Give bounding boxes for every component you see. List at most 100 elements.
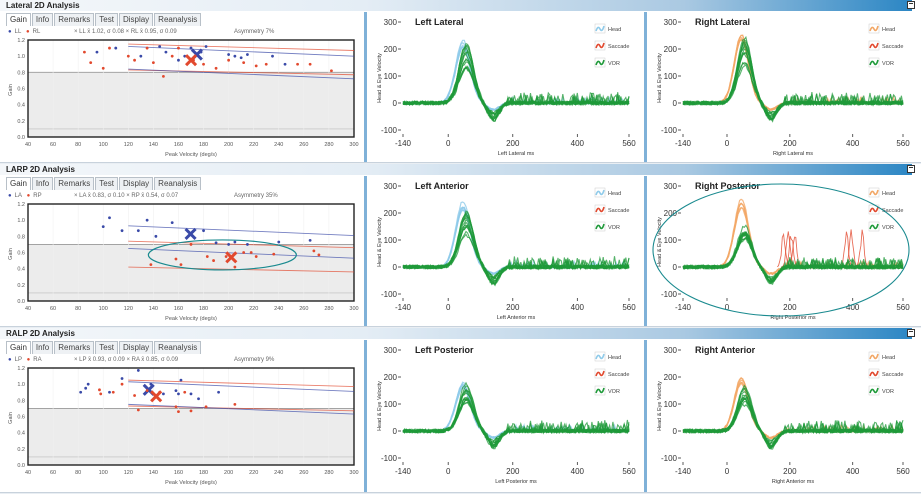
- tab-remarks[interactable]: Remarks: [54, 13, 95, 26]
- tab-display[interactable]: Display: [118, 341, 154, 354]
- panel-divider: [364, 176, 367, 326]
- gain-point-lp: [136, 369, 140, 372]
- gain-ytick-label: 1.2: [17, 38, 25, 44]
- tab-remarks[interactable]: Remarks: [54, 177, 95, 190]
- gain-point-rp: [312, 249, 316, 253]
- legend-vor-swatch: [595, 59, 605, 66]
- gain-point-ra: [233, 402, 237, 406]
- gain-xtick-label: 200: [224, 470, 233, 476]
- velocity-xlabel: Right Lateral ms: [773, 151, 813, 157]
- tab-test[interactable]: Test: [95, 13, 118, 26]
- tab-test[interactable]: Test: [95, 177, 118, 190]
- tab-gain[interactable]: Gain: [6, 341, 31, 354]
- velocity-ytick-label: 200: [664, 373, 678, 382]
- gain-xtick-label: 300: [349, 470, 358, 476]
- tab-gain[interactable]: Gain: [6, 13, 31, 26]
- gain-xtick-label: 100: [99, 142, 108, 148]
- collapse-icon[interactable]: [907, 165, 915, 173]
- tab-test[interactable]: Test: [95, 341, 118, 354]
- analysis-section-0: Lateral 2D Analysis Gain Info Remarks Test D…: [0, 0, 921, 163]
- legend-head-swatch: [869, 189, 879, 196]
- velocity-trace: [402, 225, 630, 280]
- gain-point-rp: [233, 265, 237, 269]
- velocity-xtick-label: -140: [395, 139, 412, 148]
- gain-xtick-label: 120: [124, 470, 133, 476]
- velocity-trace: [402, 230, 630, 284]
- tab-gain[interactable]: Gain: [6, 177, 31, 190]
- tab-info[interactable]: Info: [31, 177, 54, 190]
- tab-reanalysis[interactable]: Reanalysis: [154, 177, 202, 190]
- gain-xtick-label: 180: [199, 306, 208, 312]
- gain-xtick-label: 200: [224, 306, 233, 312]
- tab-bar: Gain Info Remarks Test Display Reanalysis: [6, 177, 202, 190]
- regression-band-line: [128, 381, 355, 392]
- gain-point-rl: [89, 61, 93, 65]
- velocity-xtick-label: 560: [622, 467, 636, 476]
- section-header: Lateral 2D Analysis: [0, 0, 912, 11]
- analysis-section-2: RALP 2D Analysis Gain Info Remarks Test Disp…: [0, 328, 921, 493]
- tab-display[interactable]: Display: [118, 13, 154, 26]
- regression-band-line: [128, 248, 355, 259]
- tab-reanalysis[interactable]: Reanalysis: [154, 341, 202, 354]
- tab-display[interactable]: Display: [118, 177, 154, 190]
- gain-point-rl: [101, 66, 105, 70]
- gain-point-lp: [108, 390, 111, 394]
- tab-reanalysis[interactable]: Reanalysis: [154, 13, 202, 26]
- legend-head-swatch: [869, 353, 879, 360]
- velocity-xtick-label: 200: [506, 467, 520, 476]
- regression-band-line: [128, 46, 355, 57]
- velocity-trace: [402, 392, 630, 448]
- legend-saccade-label: Saccade: [608, 372, 629, 378]
- gain-point-ra: [111, 390, 115, 394]
- gain-ytick-label: 1.2: [17, 202, 25, 208]
- velocity-xtick-label: 400: [571, 139, 585, 148]
- gain-point-rp: [242, 251, 246, 254]
- legend-swatch-box: [594, 204, 606, 215]
- gain-xtick-label: 260: [299, 306, 308, 312]
- velocity-xtick-label: 0: [725, 467, 730, 476]
- tab-info[interactable]: Info: [31, 341, 54, 354]
- gain-xtick-label: 140: [149, 142, 158, 148]
- regression-band-line: [128, 405, 355, 412]
- gain-ylabel: Gain: [8, 412, 14, 424]
- gain-point-rp: [205, 255, 209, 258]
- collapse-icon[interactable]: [907, 329, 915, 337]
- legend-left-dot: ●: [8, 29, 12, 35]
- gain-xtick-label: 100: [99, 306, 108, 312]
- velocity-trace: [682, 398, 904, 443]
- velocity-trace: [402, 66, 630, 115]
- gain-point-ll: [239, 56, 243, 60]
- regression-band-line: [128, 403, 355, 415]
- legend-saccade-swatch: [595, 42, 605, 49]
- legend-vor-swatch: [869, 59, 879, 66]
- velocity-trace: [402, 224, 630, 279]
- velocity-trace: [402, 397, 630, 448]
- velocity-trace: [682, 398, 904, 450]
- legend-saccade-label: Saccade: [882, 44, 903, 50]
- gain-point-ll: [189, 46, 193, 50]
- plot-frame: [27, 39, 355, 138]
- velocity-trace: [402, 42, 630, 121]
- gain-ytick-label: 1.0: [17, 54, 25, 60]
- gain-ytick-label: 0.2: [17, 447, 25, 453]
- gain-xtick-label: 240: [274, 142, 283, 148]
- tab-info[interactable]: Info: [31, 13, 54, 26]
- tab-remarks[interactable]: Remarks: [54, 341, 95, 354]
- velocity-ytick-label: 100: [664, 72, 678, 81]
- gain-point-la: [108, 216, 111, 220]
- gain-point-ll: [139, 54, 143, 58]
- velocity-ylabel: Head & Eye Velocity: [657, 381, 663, 431]
- legend-saccade-swatch: [595, 206, 605, 213]
- gain-legend: ● LP ● RA: [8, 357, 45, 363]
- low-gain-zone: [28, 244, 354, 301]
- gain-xlabel: Peak Velocity (deg/s): [165, 480, 217, 486]
- gain-point-rl: [83, 50, 86, 54]
- gain-point-ll: [227, 53, 231, 56]
- velocity-trace: [682, 397, 904, 446]
- gain-point-ra: [174, 405, 178, 409]
- collapse-icon[interactable]: [907, 1, 915, 9]
- legend-vor-label: VOR: [882, 389, 894, 395]
- legend-right-dot: ●: [26, 193, 31, 199]
- regression-band-line: [128, 43, 355, 51]
- legend-swatch-box: [594, 187, 606, 198]
